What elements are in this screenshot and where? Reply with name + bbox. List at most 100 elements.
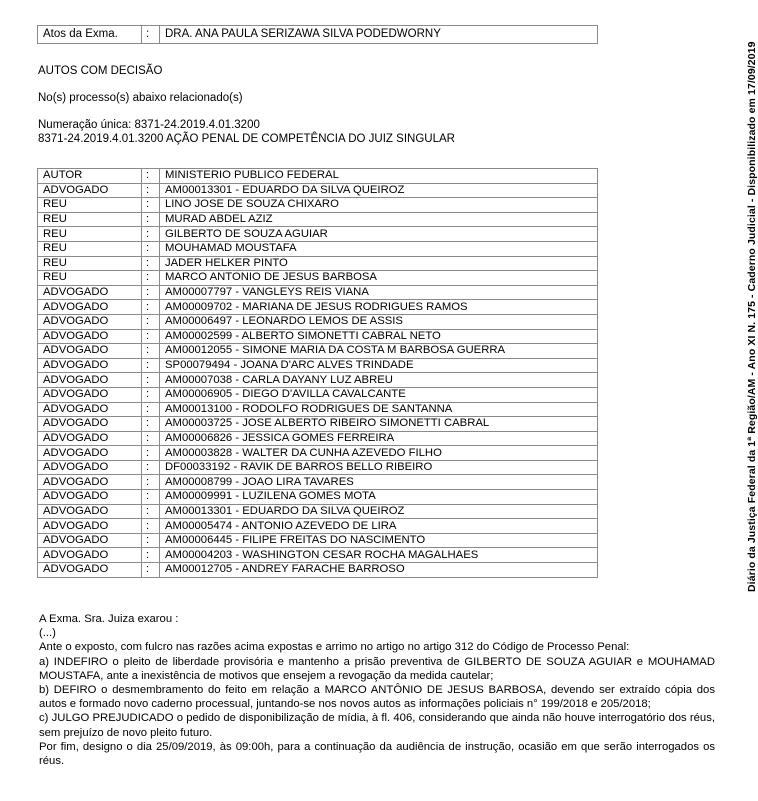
party-role: ADVOGADO xyxy=(37,474,142,491)
table-row: ADVOGADO: AM00005474 - ANTONIO AZEVEDO DE… xyxy=(37,518,598,534)
party-name: AM00007038 - CARLA DAYANY LUZ ABREU xyxy=(159,372,598,388)
party-name: AM00013301 - EDUARDO DA SILVA QUEIROZ xyxy=(159,182,598,199)
party-role: ADVOGADO xyxy=(37,299,142,315)
party-name: AM00006826 - JESSICA GOMES FERREIRA xyxy=(159,430,598,447)
table-row: Atos da Exma. : DRA. ANA PAULA SERIZAWA … xyxy=(37,25,598,44)
party-role: ADVOGADO xyxy=(37,372,142,388)
processo-classe: 8371-24.2019.4.01.3200 AÇÃO PENAL DE COM… xyxy=(38,133,455,145)
party-name: AM00013100 - RODOLFO RODRIGUES DE SANTAN… xyxy=(159,401,598,418)
party-colon: : xyxy=(141,328,160,345)
decision-paragraph-1: Ante o exposto, com fulcro nas razões ac… xyxy=(39,641,630,654)
party-role: ADVOGADO xyxy=(37,562,142,578)
table-row: REU: MARCO ANTONIO DE JESUS BARBOSA xyxy=(37,270,598,286)
party-name: AM00009702 - MARIANA DE JESUS RODRIGUES … xyxy=(159,299,598,315)
decision-item-b: b) DEFIRO o desmembramento do feito em r… xyxy=(39,684,715,711)
spacer xyxy=(38,105,638,118)
table-row: REU: JADER HELKER PINTO xyxy=(37,255,598,272)
table-row: ADVOGADO: AM00013301 - EDUARDO DA SILVA Q… xyxy=(37,182,598,199)
party-colon: : xyxy=(141,474,160,491)
table-row: ADVOGADO: AM00006497 - LEONARDO LEMOS DE … xyxy=(37,313,598,330)
table-row: ADVOGADO: AM00003725 - JOSE ALBERTO RIBEI… xyxy=(37,416,598,432)
party-role: REU xyxy=(37,255,142,272)
table-row: ADVOGADO: AM00012705 - ANDREY FARACHE BAR… xyxy=(37,562,598,578)
party-name: AM00005474 - ANTONIO AZEVEDO DE LIRA xyxy=(159,518,598,534)
table-row: AUTOR: MINISTERIO PUBLICO FEDERAL xyxy=(37,168,598,184)
party-role: ADVOGADO xyxy=(37,284,142,301)
party-colon: : xyxy=(141,547,160,564)
party-role: ADVOGADO xyxy=(37,532,142,549)
table-row: ADVOGADO: AM00012055 - SIMONE MARIA DA CO… xyxy=(37,343,598,359)
decision-body: A Exma. Sra. Juiza exarou : (...) Ante o… xyxy=(39,612,715,768)
party-role: ADVOGADO xyxy=(37,503,142,520)
party-colon: : xyxy=(141,226,160,242)
party-name: AM00006445 - FILIPE FREITAS DO NASCIMENT… xyxy=(159,532,598,549)
party-name: SP00079494 - JOANA D'ARC ALVES TRINDADE xyxy=(159,357,598,374)
table-row: ADVOGADO: DF00033192 - RAVIK DE BARROS BE… xyxy=(37,459,598,476)
table-row: ADVOGADO: AM00006826 - JESSICA GOMES FERR… xyxy=(37,430,598,447)
parties-table: AUTOR: MINISTERIO PUBLICO FEDERAL ADVOGADO… xyxy=(37,168,598,578)
party-name: JADER HELKER PINTO xyxy=(159,255,598,272)
party-colon: : xyxy=(141,562,160,578)
table-row: ADVOGADO: AM00004203 - WASHINGTON CESAR R… xyxy=(37,547,598,564)
table-row: ADVOGADO: AM00008799 - JOAO LIRA TAVARES xyxy=(37,474,598,491)
party-role: AUTOR xyxy=(37,168,142,184)
party-role: ADVOGADO xyxy=(37,416,142,432)
party-colon: : xyxy=(141,299,160,315)
party-name: GILBERTO DE SOUZA AGUIAR xyxy=(159,226,598,242)
table-row: ADVOGADO: AM00006905 - DIEGO D'AVILLA CAV… xyxy=(37,386,598,403)
decision-closing: Por fim, designo o dia 25/09/2019, às 09… xyxy=(39,740,715,768)
party-colon: : xyxy=(141,357,160,374)
party-colon: : xyxy=(141,459,160,476)
table-row: ADVOGADO: AM00009702 - MARIANA DE JESUS R… xyxy=(37,299,598,315)
party-colon: : xyxy=(141,532,160,549)
party-role: REU xyxy=(37,211,142,228)
party-colon: : xyxy=(141,343,160,359)
judge-header-value: DRA. ANA PAULA SERIZAWA SILVA PODEDWORNY xyxy=(159,25,598,44)
processos-subtitle: No(s) processo(s) abaixo relacionado(s) xyxy=(38,92,243,104)
party-colon: : xyxy=(141,416,160,432)
party-name: AM00012055 - SIMONE MARIA DA COSTA M BAR… xyxy=(159,343,598,359)
party-name: MARCO ANTONIO DE JESUS BARBOSA xyxy=(159,270,598,286)
party-role: ADVOGADO xyxy=(37,401,142,418)
party-role: REU xyxy=(37,270,142,286)
party-colon: : xyxy=(141,182,160,199)
party-role: REU xyxy=(37,226,142,242)
party-role: ADVOGADO xyxy=(37,518,142,534)
party-name: AM00009991 - LUZILENA GOMES MOTA xyxy=(159,489,598,505)
party-name: AM00003828 - WALTER DA CUNHA AZEVEDO FIL… xyxy=(159,445,598,461)
party-role: ADVOGADO xyxy=(37,182,142,199)
party-role: ADVOGADO xyxy=(37,343,142,359)
party-role: ADVOGADO xyxy=(37,430,142,447)
party-colon: : xyxy=(141,503,160,520)
party-name: AM00013301 - EDUARDO DA SILVA QUEIROZ xyxy=(159,503,598,520)
party-colon: : xyxy=(141,518,160,534)
party-name: LINO JOSE DE SOUZA CHIXARO xyxy=(159,197,598,213)
party-name: AM00002599 - ALBERTO SIMONETTI CABRAL NE… xyxy=(159,328,598,345)
table-row: ADVOGADO: AM00009991 - LUZILENA GOMES MOT… xyxy=(37,489,598,505)
decision-ellipsis: (...) xyxy=(39,627,56,640)
table-row: ADVOGADO: AM00003828 - WALTER DA CUNHA AZ… xyxy=(37,445,598,461)
spacer xyxy=(38,78,638,91)
table-row: ADVOGADO: AM00013100 - RODOLFO RODRIGUES … xyxy=(37,401,598,418)
publication-sidebar-text: Diário da Justiça Federal da 1ª Região/A… xyxy=(746,41,758,592)
table-row: REU: MOUHAMAD MOUSTAFA xyxy=(37,240,598,257)
intro-block: AUTOS COM DECISÃO No(s) processo(s) abai… xyxy=(38,64,638,146)
party-name: AM00008799 - JOAO LIRA TAVARES xyxy=(159,474,598,491)
party-name: DF00033192 - RAVIK DE BARROS BELLO RIBEI… xyxy=(159,459,598,476)
table-row: REU: GILBERTO DE SOUZA AGUIAR xyxy=(37,226,598,242)
table-row: ADVOGADO: AM00007038 - CARLA DAYANY LUZ A… xyxy=(37,372,598,388)
autos-title: AUTOS COM DECISÃO xyxy=(38,65,163,77)
party-name: AM00004203 - WASHINGTON CESAR ROCHA MAGA… xyxy=(159,547,598,564)
party-name: AM00006905 - DIEGO D'AVILLA CAVALCANTE xyxy=(159,386,598,403)
party-role: ADVOGADO xyxy=(37,459,142,476)
party-colon: : xyxy=(141,445,160,461)
decision-item-c: c) JULGO PREJUDICADO o pedido de disponi… xyxy=(39,712,715,739)
judge-header-colon: : xyxy=(141,25,160,44)
judge-header-label: Atos da Exma. xyxy=(37,25,142,44)
judge-header-table: Atos da Exma. : DRA. ANA PAULA SERIZAWA … xyxy=(37,25,598,44)
party-colon: : xyxy=(141,313,160,330)
party-name: AM00012705 - ANDREY FARACHE BARROSO xyxy=(159,562,598,578)
party-colon: : xyxy=(141,386,160,403)
table-row: ADVOGADO: AM00006445 - FILIPE FREITAS DO … xyxy=(37,532,598,549)
